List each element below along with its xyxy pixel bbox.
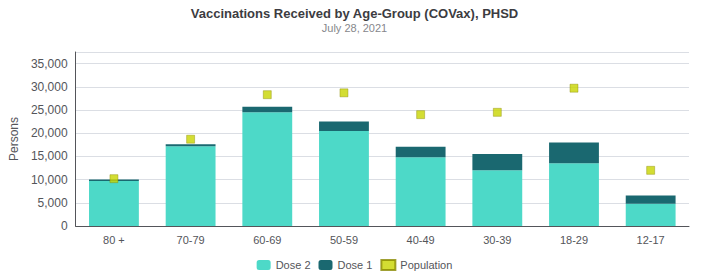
svg-text:40-49: 40-49 xyxy=(407,234,435,246)
svg-text:25,000: 25,000 xyxy=(31,103,68,117)
svg-text:12-17: 12-17 xyxy=(637,234,665,246)
svg-text:15,000: 15,000 xyxy=(31,149,68,163)
svg-text:18-29: 18-29 xyxy=(560,234,588,246)
svg-text:July 28, 2021: July 28, 2021 xyxy=(322,22,387,34)
svg-text:Persons: Persons xyxy=(7,117,21,161)
svg-text:Population: Population xyxy=(400,259,452,271)
svg-text:30,000: 30,000 xyxy=(31,80,68,94)
svg-text:Vaccinations Received by Age-G: Vaccinations Received by Age-Group (COVa… xyxy=(191,6,519,21)
svg-text:70-79: 70-79 xyxy=(177,234,205,246)
svg-text:60-69: 60-69 xyxy=(253,234,281,246)
svg-text:30-39: 30-39 xyxy=(483,234,511,246)
svg-text:80 +: 80 + xyxy=(103,234,125,246)
svg-text:10,000: 10,000 xyxy=(31,173,68,187)
svg-text:Dose 1: Dose 1 xyxy=(338,259,373,271)
svg-text:0: 0 xyxy=(61,219,68,233)
svg-text:20,000: 20,000 xyxy=(31,126,68,140)
svg-text:5,000: 5,000 xyxy=(38,196,68,210)
svg-text:50-59: 50-59 xyxy=(330,234,358,246)
svg-text:Dose 2: Dose 2 xyxy=(276,259,311,271)
svg-text:35,000: 35,000 xyxy=(31,57,68,71)
